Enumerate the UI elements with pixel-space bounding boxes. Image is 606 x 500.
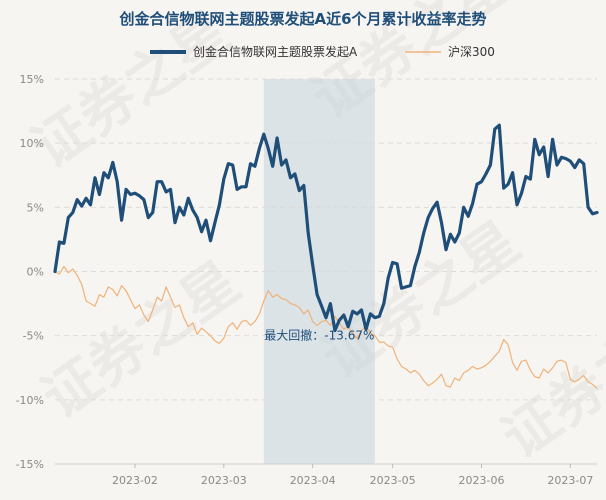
y-tick-label: 0%: [27, 266, 44, 279]
x-tick-label: 2023-02: [112, 474, 158, 487]
y-tick-label: 15%: [20, 73, 44, 86]
series-line-index: [54, 265, 598, 389]
legend-label-fund: 创金合信物联网主题股票发起A: [193, 44, 358, 59]
y-tick-label: 10%: [20, 137, 44, 150]
max-drawdown-label: 最大回撤：-13.67%: [264, 328, 374, 343]
watermark-text: 证券之星: [491, 290, 606, 472]
x-tick-label: 2023-05: [370, 474, 416, 487]
x-tick-label: 2023-06: [459, 474, 505, 487]
chart-title: 创金合信物联网主题股票发起A近6个月累计收益率走势: [118, 10, 486, 28]
watermark-text: 证券之星: [31, 250, 252, 432]
x-tick-label: 2023-07: [547, 474, 593, 487]
y-tick-label: -10%: [16, 394, 44, 407]
y-tick-label: -5%: [23, 330, 44, 343]
series-line-fund: [53, 123, 599, 333]
y-tick-label: 5%: [27, 201, 44, 214]
y-tick-label: -15%: [16, 458, 44, 471]
x-tick-label: 2023-03: [201, 474, 247, 487]
legend: 创金合信物联网主题股票发起A 沪深300: [150, 44, 495, 59]
x-tick-label: 2023-04: [290, 474, 336, 487]
legend-label-index: 沪深300: [448, 45, 495, 59]
plot-area: 15% 10% 5% 0% -5% -10% -15% 2023-02 2023-03 2023-…: [16, 73, 599, 487]
